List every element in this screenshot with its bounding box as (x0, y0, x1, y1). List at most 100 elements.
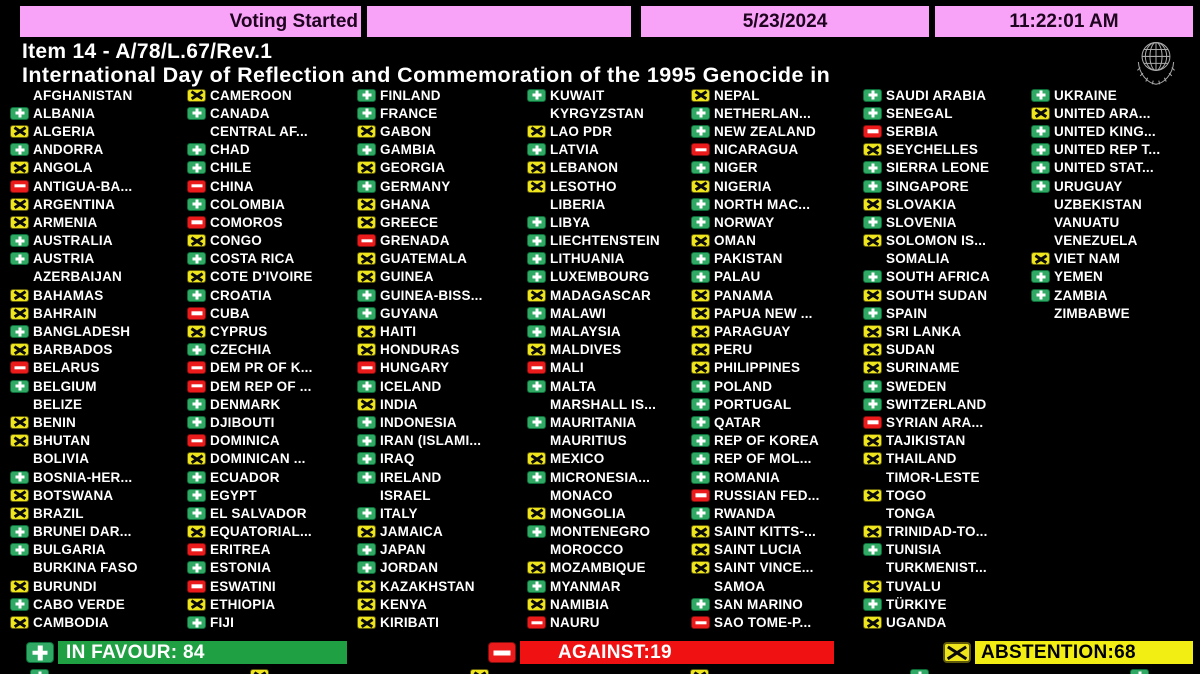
country-row: CAMEROON (187, 86, 363, 104)
country-name: BULGARIA (33, 542, 106, 558)
country-row: KENYA (357, 595, 533, 613)
country-row: PHILIPPINES (691, 359, 867, 377)
country-row: BAHAMAS (10, 286, 186, 304)
country-row: ESWATINI (187, 577, 363, 595)
vote-abstain-icon (10, 124, 29, 138)
country-row: HONDURAS (357, 341, 533, 359)
vote-favour-icon (691, 470, 710, 484)
country-name: UZBEKISTAN (1054, 196, 1142, 212)
country-row: UNITED ARA... (1031, 104, 1200, 122)
country-name: ICELAND (380, 378, 442, 394)
vote-favour-icon (1130, 669, 1149, 674)
country-row: BRUNEI DAR... (10, 523, 186, 541)
country-row: AZERBAIJAN (10, 268, 186, 286)
country-row: TUNISIA (863, 541, 1039, 559)
vote-favour-icon (691, 252, 710, 266)
vote-favour-icon (10, 234, 29, 248)
country-row: MAURITIUS (527, 432, 703, 450)
vote-favour-icon (357, 415, 376, 429)
country-row: SAMOA (691, 577, 867, 595)
country-name: QATAR (714, 414, 761, 430)
country-row: MOROCCO (527, 541, 703, 559)
country-name: DEM REP OF ... (210, 378, 312, 394)
vote-favour-icon (1031, 124, 1050, 138)
country-row: GUINEA (357, 268, 533, 286)
vote-favour-icon (863, 106, 882, 120)
vote-abstain-icon (691, 179, 710, 193)
country-name: SOMALIA (886, 251, 950, 267)
country-row: DEM REP OF ... (187, 377, 363, 395)
country-name: PANAMA (714, 287, 774, 303)
vote-favour-icon (1031, 161, 1050, 175)
vote-none-icon (10, 398, 29, 411)
country-row: AFGHANISTAN (10, 86, 186, 104)
country-row: MONTENEGRO (527, 523, 703, 541)
country-row: TAJIKISTAN (863, 432, 1039, 450)
country-row: SAO TOME-P... (691, 613, 867, 631)
country-row: JAMAICA (357, 523, 533, 541)
country-name: REP OF MOL... (714, 451, 812, 467)
vote-favour-icon (357, 543, 376, 557)
country-row: NEW ZEALAND (691, 122, 867, 140)
vote-abstain-icon (691, 288, 710, 302)
session-time: 11:22:01 AM (935, 6, 1193, 37)
country-row: NORTH MAC... (691, 195, 867, 213)
vote-abstain-icon (527, 452, 546, 466)
country-name: SURINAME (886, 360, 960, 376)
country-name: TÜRKIYE (886, 596, 947, 612)
country-name: BELIZE (33, 396, 83, 412)
country-row: REP OF MOL... (691, 450, 867, 468)
vote-against-icon (187, 579, 206, 593)
vote-favour-icon (357, 470, 376, 484)
vote-abstain-icon (10, 306, 29, 320)
country-name: JAMAICA (380, 524, 443, 540)
country-row: ANTIGUA-BA... (10, 177, 186, 195)
country-row: ICELAND (357, 377, 533, 395)
vote-none-icon (863, 252, 882, 265)
country-row: NIGERIA (691, 177, 867, 195)
country-row: NIGER (691, 159, 867, 177)
vote-abstain-icon (863, 325, 882, 339)
country-name: MALI (550, 360, 584, 376)
vote-abstain-icon (187, 325, 206, 339)
country-name: MYANMAR (550, 578, 621, 594)
vote-favour-icon (863, 179, 882, 193)
country-row: TRINIDAD-TO... (863, 523, 1039, 541)
country-row: SWEDEN (863, 377, 1039, 395)
vote-abstain-icon (357, 124, 376, 138)
vote-abstain-icon (1031, 106, 1050, 120)
country-name: SAUDI ARABIA (886, 87, 987, 103)
country-name: SAINT VINCE... (714, 560, 814, 576)
vote-favour-icon (863, 543, 882, 557)
vote-against-icon (10, 361, 29, 375)
country-name: LIBYA (550, 214, 591, 230)
country-name: MAURITANIA (550, 414, 637, 430)
country-row: MALAWI (527, 304, 703, 322)
country-name: BOSNIA-HER... (33, 469, 133, 485)
vote-favour-icon (10, 325, 29, 339)
country-row: BHUTAN (10, 432, 186, 450)
country-name: LUXEMBOURG (550, 269, 650, 285)
vote-favour-icon (357, 88, 376, 102)
country-row: CROATIA (187, 286, 363, 304)
vote-abstain-icon (527, 124, 546, 138)
vote-none-icon (527, 489, 546, 502)
country-name: UNITED REP T... (1054, 142, 1161, 158)
vote-favour-icon (1031, 179, 1050, 193)
vote-favour-icon (691, 270, 710, 284)
country-row: MALTA (527, 377, 703, 395)
vote-favour-icon (527, 470, 546, 484)
vote-favour-icon (1031, 143, 1050, 157)
vote-abstain-icon (527, 343, 546, 357)
country-name: ARMENIA (33, 214, 98, 230)
country-name: UNITED KING... (1054, 123, 1156, 139)
vote-abstain-icon (691, 343, 710, 357)
country-row: TOGO (863, 486, 1039, 504)
vote-none-icon (527, 107, 546, 120)
country-name: CAMEROON (210, 87, 292, 103)
country-name: PAKISTAN (714, 251, 783, 267)
vote-abstain-icon (357, 616, 376, 630)
vote-against-icon (187, 543, 206, 557)
country-name: HONDURAS (380, 342, 460, 358)
country-row: KIRIBATI (357, 613, 533, 631)
